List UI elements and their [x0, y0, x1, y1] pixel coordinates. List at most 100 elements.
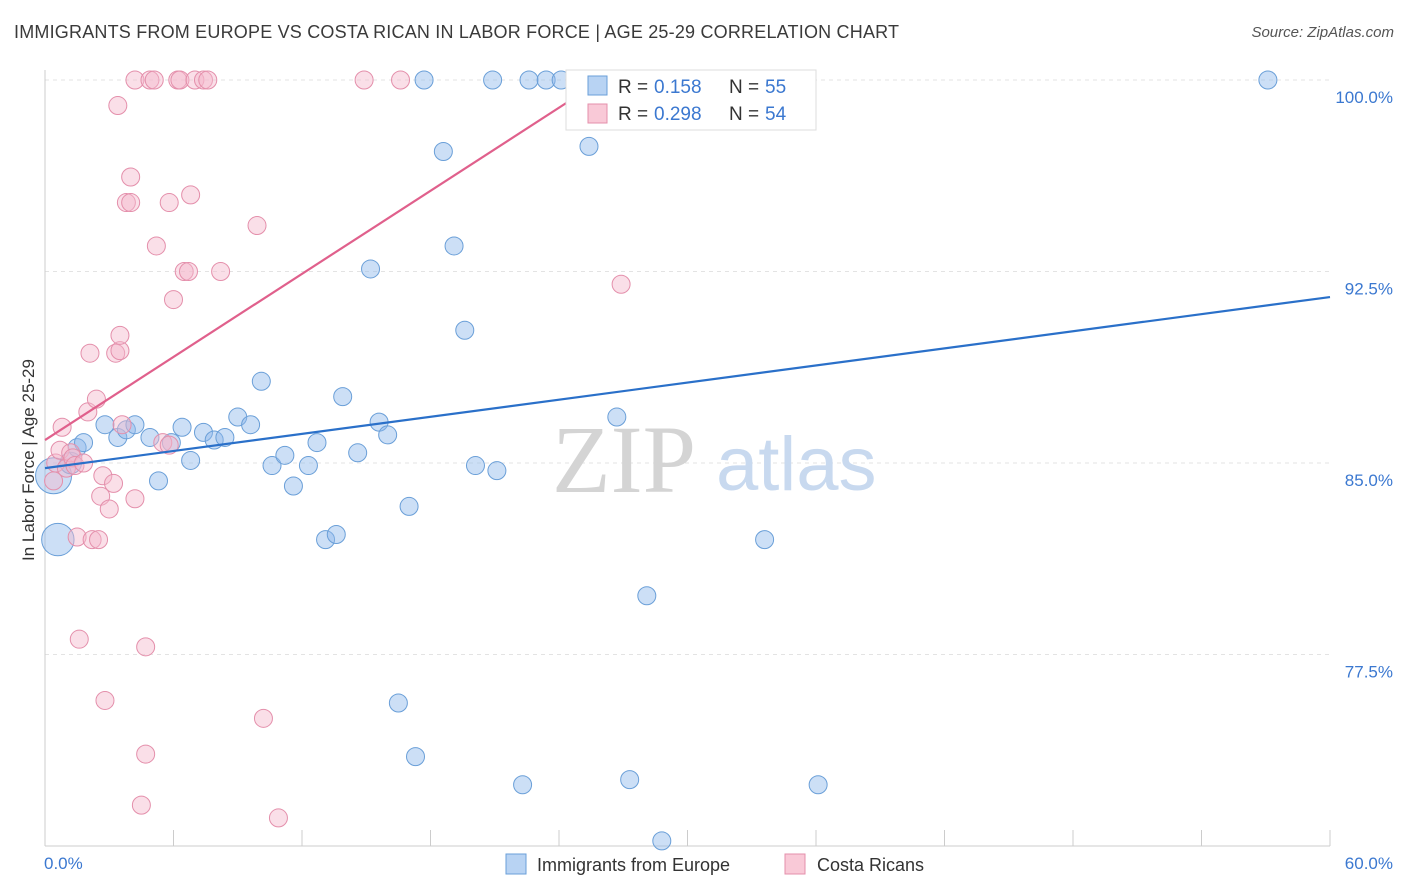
costa-rica-point-33 — [136, 637, 156, 657]
costa-rica-point-49 — [211, 262, 231, 281]
europe-point-54 — [1258, 70, 1278, 90]
europe-point-43 — [519, 70, 539, 90]
europe-point-49 — [637, 586, 657, 606]
chart-source: Source: ZipAtlas.com — [1251, 24, 1394, 41]
costa-rica-point-52 — [268, 808, 288, 828]
europe-point-24 — [307, 433, 327, 453]
costa-rica-point-22 — [108, 96, 128, 116]
costa-rica-point-47 — [193, 70, 213, 90]
europe-point-9 — [140, 427, 160, 447]
europe-point-27 — [333, 387, 353, 407]
stats-legend: R = 0.158 N = 55 R = 0.298 N = 54 — [565, 69, 817, 131]
costa-rica-point-12 — [80, 343, 100, 363]
europe-point-1 — [41, 522, 75, 557]
legend-label-costa-ricans: Costa Ricans — [817, 855, 924, 875]
costa-rica-point-28 — [121, 193, 141, 213]
europe-point-19 — [251, 371, 271, 391]
legend-swatch-immigrants-from-europe — [505, 853, 527, 875]
europe-point-14 — [193, 422, 213, 442]
legend-swatch-costa-ricans — [784, 853, 806, 875]
legend-n-label-costa-rica: N = — [729, 104, 759, 125]
stats-legend-box — [565, 69, 817, 131]
legend-swatch-europe — [587, 75, 608, 96]
costa-rica-point-54 — [391, 70, 411, 90]
costa-rica-point-45 — [181, 185, 201, 205]
chart-title: IMMIGRANTS FROM EUROPE VS COSTA RICAN IN… — [14, 22, 900, 42]
europe-point-44 — [536, 70, 556, 90]
legend-r-value-europe: 0.158 — [654, 77, 702, 98]
costa-rica-point-17 — [93, 466, 113, 486]
europe-point-39 — [465, 456, 485, 476]
y-tick-labels: 100.0% 92.5% 85.0% 77.5% — [1335, 88, 1393, 682]
europe-point-18 — [241, 415, 261, 435]
costa-rica-point-29 — [125, 70, 145, 90]
watermark-zip: ZIP — [552, 406, 696, 513]
legend-n-label-europe: N = — [729, 77, 759, 98]
europe-point-40 — [483, 70, 503, 90]
europe-point-36 — [433, 141, 453, 161]
europe-point-21 — [275, 445, 295, 465]
y-tick-label-1: 92.5% — [1345, 280, 1393, 299]
costa-rica-point-36 — [146, 236, 166, 256]
europe-point-34 — [406, 747, 426, 767]
europe-point-38 — [455, 320, 475, 340]
costa-rica-point-20 — [104, 473, 124, 493]
europe-point-41 — [487, 461, 507, 481]
europe-point-10 — [149, 471, 169, 491]
costa-rica-point-53 — [354, 70, 374, 90]
costa-rica-point-6 — [63, 448, 83, 468]
costa-rica-point-14 — [86, 389, 106, 409]
europe-point-37 — [444, 236, 464, 256]
x-tick-label-min: 0.0% — [44, 854, 83, 873]
europe-point-12 — [172, 417, 192, 437]
costa-rica-point-9 — [69, 629, 89, 649]
legend-n-value-europe: 55 — [765, 77, 786, 98]
y-tick-label-2: 85.0% — [1345, 471, 1393, 490]
costa-rica-point-13 — [82, 530, 102, 550]
legend-r-value-costa-rica: 0.298 — [654, 104, 702, 125]
europe-point-22 — [283, 476, 303, 496]
europe-point-50 — [652, 831, 672, 851]
costa-rica-point-24 — [110, 325, 130, 345]
europe-point-25 — [316, 530, 336, 550]
y-tick-label-3: 77.5% — [1345, 663, 1393, 682]
costa-rica-point-23 — [110, 341, 130, 361]
europe-point-26 — [326, 524, 346, 544]
europe-point-4 — [74, 433, 94, 453]
europe-point-53 — [808, 775, 828, 795]
costa-rica-point-32 — [136, 744, 156, 764]
x-tick-label-max: 60.0% — [1345, 854, 1393, 873]
legend-swatch-costa-rica — [587, 103, 608, 124]
costa-rica-point-18 — [95, 690, 115, 710]
costa-rica-point-39 — [159, 435, 179, 455]
europe-point-47 — [607, 407, 627, 427]
europe-point-31 — [378, 425, 398, 445]
europe-trend-line — [44, 295, 1331, 470]
watermark-atlas: atlas — [716, 422, 877, 507]
axes — [44, 70, 1331, 847]
y-axis-label: In Labor Force | Age 25-29 — [19, 359, 38, 561]
europe-point-35 — [414, 70, 434, 90]
costa-rica-point-48 — [198, 70, 218, 90]
series-legend: Immigrants from Europe Costa Ricans — [505, 853, 924, 875]
costa-rica-point-42 — [170, 70, 190, 90]
europe-point-20 — [262, 456, 282, 476]
costa-rica-point-19 — [99, 499, 119, 519]
europe-point-48 — [620, 770, 640, 790]
costa-rica-point-38 — [159, 193, 179, 213]
costa-rica-point-43 — [174, 262, 194, 281]
europe-point-33 — [399, 496, 419, 516]
costa-rica-point-44 — [178, 262, 198, 281]
legend-n-value-costa-rica: 54 — [765, 104, 787, 125]
costa-rica-point-15 — [89, 530, 109, 550]
europe-point-29 — [361, 259, 381, 279]
costa-rica-point-40 — [164, 290, 183, 310]
costa-rica-point-25 — [112, 415, 132, 435]
costa-rica-point-26 — [116, 193, 136, 213]
europe-point-23 — [298, 456, 318, 476]
costa-rica-point-8 — [67, 527, 87, 547]
y-tick-label-0: 100.0% — [1335, 88, 1393, 107]
costa-rica-point-30 — [125, 489, 145, 509]
legend-r-label-europe: R = — [618, 77, 648, 98]
